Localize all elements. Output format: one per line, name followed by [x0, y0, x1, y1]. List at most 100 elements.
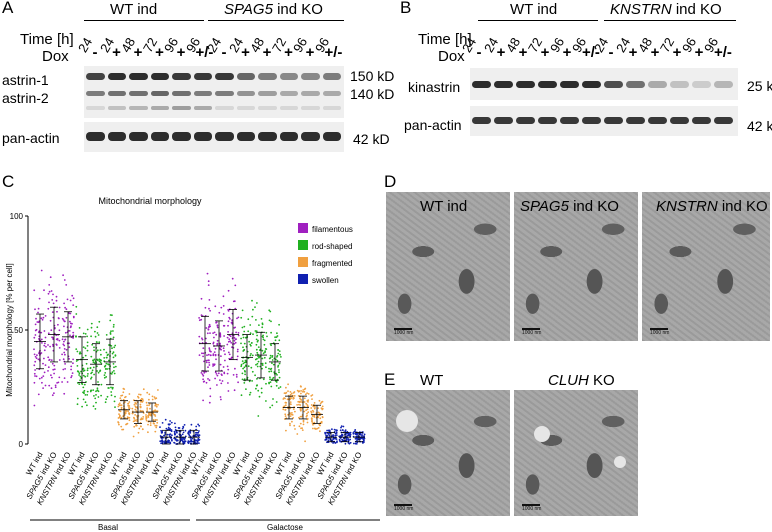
data-point-rod-shaped — [85, 362, 88, 365]
data-point-rod-shaped — [248, 393, 251, 396]
data-point-fragmented — [128, 393, 131, 395]
data-point-fragmented — [319, 424, 321, 427]
data-point-filamentous — [56, 382, 58, 384]
data-point-rod-shaped — [108, 359, 110, 362]
mw-25: 25 kD — [747, 78, 772, 94]
data-point-filamentous — [33, 372, 36, 375]
data-point-filamentous — [41, 342, 43, 344]
data-point-rod-shaped — [256, 351, 259, 354]
data-point-rod-shaped — [243, 366, 246, 369]
data-point-rod-shaped — [103, 374, 106, 376]
astrin2-band — [258, 91, 277, 96]
panel-b-letter: B — [400, 0, 412, 17]
data-point-fragmented — [318, 399, 321, 402]
data-point-filamentous — [202, 355, 205, 358]
data-point-fragmented — [320, 401, 323, 404]
data-point-rod-shaped — [96, 326, 99, 329]
data-point-filamentous — [237, 381, 240, 384]
data-point-filamentous — [51, 376, 53, 379]
data-point-filamentous — [63, 340, 65, 343]
data-point-fragmented — [141, 398, 144, 401]
data-point-fragmented — [289, 403, 292, 405]
scalebar-label-e2: 1000 nm — [522, 506, 542, 512]
data-point-filamentous — [202, 380, 205, 383]
data-point-filamentous — [70, 325, 72, 328]
data-point-fragmented — [289, 407, 292, 410]
data-point-filamentous — [219, 332, 222, 335]
data-point-filamentous — [33, 381, 36, 384]
time-label-b: Time [h] — [418, 31, 472, 48]
data-point-filamentous — [227, 324, 229, 327]
data-point-rod-shaped — [82, 370, 85, 372]
data-point-fragmented — [142, 418, 144, 420]
data-point-fragmented — [139, 403, 142, 406]
data-point-fragmented — [146, 409, 149, 411]
em-image-wt-ind: WT ind 1000 nm — [386, 192, 510, 341]
data-point-rod-shaped — [275, 358, 277, 361]
data-point-rod-shaped — [113, 366, 115, 369]
data-point-filamentous — [47, 356, 50, 359]
data-point-rod-shaped — [256, 334, 258, 337]
data-point-filamentous — [205, 337, 207, 340]
dox-label-b: Dox — [438, 48, 465, 65]
data-point-fragmented — [147, 416, 150, 418]
data-point-filamentous — [64, 353, 66, 356]
kinastrin-band — [626, 81, 645, 88]
data-point-filamentous — [209, 395, 212, 398]
data-point-rod-shaped — [276, 356, 278, 358]
data-point-filamentous — [35, 375, 38, 378]
data-point-rod-shaped — [244, 373, 247, 376]
data-point-filamentous — [61, 353, 63, 356]
data-point-filamentous — [47, 344, 49, 346]
data-point-rod-shaped — [77, 370, 80, 373]
data-point-swollen — [195, 439, 198, 442]
band-label-astrin1: astrin-1 — [2, 72, 49, 88]
astrin-minor-band — [215, 106, 234, 110]
data-point-rod-shaped — [86, 375, 89, 377]
data-point-rod-shaped — [269, 376, 271, 379]
data-point-filamentous — [233, 336, 236, 339]
data-point-swollen — [345, 439, 348, 442]
data-point-swollen — [174, 433, 176, 436]
data-point-rod-shaped — [269, 406, 271, 409]
data-point-filamentous — [34, 375, 36, 377]
data-point-swollen — [170, 421, 173, 424]
data-point-filamentous — [62, 368, 65, 371]
data-point-filamentous — [227, 320, 230, 323]
data-point-swollen — [171, 434, 173, 437]
data-point-rod-shaped — [242, 362, 245, 365]
data-point-rod-shaped — [95, 401, 97, 404]
data-point-swollen — [197, 434, 199, 437]
data-point-swollen — [342, 429, 344, 432]
data-point-rod-shaped — [79, 375, 82, 378]
data-point-filamentous — [216, 324, 219, 327]
data-point-rod-shaped — [250, 353, 252, 355]
dox-value-6: - — [608, 44, 614, 61]
data-point-rod-shaped — [240, 316, 243, 319]
data-point-swollen — [170, 438, 173, 441]
data-point-filamentous — [48, 284, 51, 286]
dox-value-11: +/- — [324, 44, 343, 61]
data-point-rod-shaped — [111, 371, 114, 374]
data-point-rod-shaped — [265, 366, 267, 369]
data-point-filamentous — [64, 363, 66, 365]
data-point-rod-shaped — [93, 358, 96, 361]
data-point-fragmented — [119, 410, 122, 413]
data-point-fragmented — [148, 398, 150, 401]
data-point-swollen — [334, 437, 337, 440]
data-point-swollen — [344, 442, 347, 445]
data-point-filamentous — [53, 364, 56, 367]
data-point-filamentous — [64, 338, 66, 341]
data-point-filamentous — [66, 381, 69, 383]
dox-value-8: + — [262, 44, 272, 61]
data-point-filamentous — [201, 338, 204, 341]
data-point-fragmented — [285, 386, 287, 389]
data-point-swollen — [336, 440, 338, 443]
dox-value-2: + — [518, 44, 528, 61]
data-point-fragmented — [122, 398, 125, 401]
data-point-rod-shaped — [272, 363, 275, 366]
data-point-rod-shaped — [261, 349, 264, 352]
data-point-filamentous — [51, 336, 53, 339]
data-point-rod-shaped — [90, 335, 92, 338]
data-point-filamentous — [48, 384, 51, 387]
